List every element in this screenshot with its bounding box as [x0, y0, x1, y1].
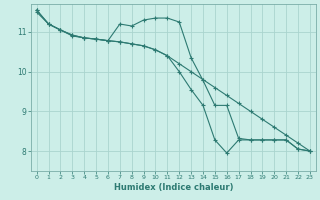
X-axis label: Humidex (Indice chaleur): Humidex (Indice chaleur)	[114, 183, 233, 192]
